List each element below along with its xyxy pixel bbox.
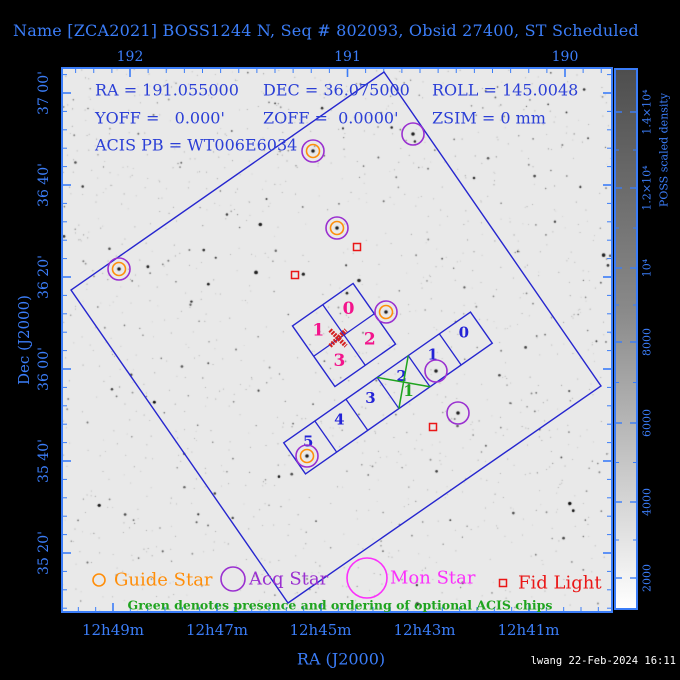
svg-text:1: 1	[427, 345, 437, 363]
window-title: Name [ZCA2021] BOSS1244 N, Seq # 802093,…	[13, 21, 639, 40]
colorbar-tick-label-6: 2000	[640, 564, 654, 592]
colorbar-tick-label-3: 8000	[640, 328, 654, 356]
svg-text:2: 2	[396, 367, 406, 385]
svg-text:1: 1	[312, 320, 324, 340]
info-yoff: YOFF = 0.000'	[95, 108, 225, 128]
svg-text:0: 0	[459, 324, 469, 342]
colorbar-gradient	[614, 68, 638, 610]
colorbar-title: POSS scaled density	[657, 92, 671, 208]
svg-text:4: 4	[334, 411, 344, 429]
info-acis-pb: ACIS PB = WT006E6034	[95, 135, 298, 155]
svg-text:2: 2	[364, 330, 376, 350]
svg-text:3: 3	[334, 351, 346, 371]
info-zsim: ZSIM = 0 mm	[432, 108, 546, 128]
info-zoff: ZOFF = 0.0000'	[263, 108, 399, 128]
left-tick-label-0: 37 00'	[36, 71, 52, 115]
svg-text:3: 3	[365, 389, 375, 407]
legend-label-mon: Mon Star	[390, 567, 476, 589]
info-ra: RA = 191.055000	[95, 80, 239, 100]
info-dec: DEC = 36.075000	[263, 80, 410, 100]
bottom-tick-label-4: 12h41m	[497, 621, 560, 639]
user-timestamp: lwang 22-Feb-2024 16:11	[530, 655, 676, 667]
left-tick-label-1: 36 40'	[36, 163, 52, 207]
bottom-tick-label-2: 12h45m	[289, 621, 352, 639]
left-tick-label-2: 36 20'	[36, 255, 52, 299]
svg-text:0: 0	[343, 299, 355, 319]
colorbar-tick-label-5: 4000	[640, 488, 654, 516]
bottom-tick-label-3: 12h43m	[393, 621, 456, 639]
left-tick-label-5: 35 20'	[36, 531, 52, 575]
colorbar-tick-label-1: 1.2×10⁴	[640, 165, 654, 211]
y-axis-title: Dec (J2000)	[15, 295, 33, 385]
left-tick-label-4: 35 40'	[36, 439, 52, 483]
svg-text:5: 5	[303, 432, 313, 450]
colorbar-tick-label-2: 10⁴	[640, 258, 654, 278]
top-tick-label-2: 190	[551, 49, 579, 65]
left-tick-label-3: 36 00'	[36, 347, 52, 391]
optional-chips-note: Green denotes presence and ordering of o…	[127, 597, 553, 613]
bottom-tick-label-1: 12h47m	[185, 621, 249, 639]
legend-label-fid: Fid Light	[518, 572, 602, 594]
top-tick-label-1: 191	[334, 49, 361, 65]
top-tick-label-0: 192	[116, 49, 144, 65]
info-roll: ROLL = 145.0048	[432, 80, 579, 100]
colorbar-tick-label-4: 6000	[640, 409, 654, 437]
svg-text:1: 1	[403, 382, 413, 400]
legend-label-guide: Guide Star	[114, 569, 213, 591]
colorbar-tick-label-0: 1.4×10⁴	[640, 89, 654, 135]
x-axis-title: RA (J2000)	[296, 649, 386, 669]
bottom-tick-label-0: 12h49m	[81, 621, 145, 639]
legend-label-acq: Acq Star	[249, 568, 329, 590]
